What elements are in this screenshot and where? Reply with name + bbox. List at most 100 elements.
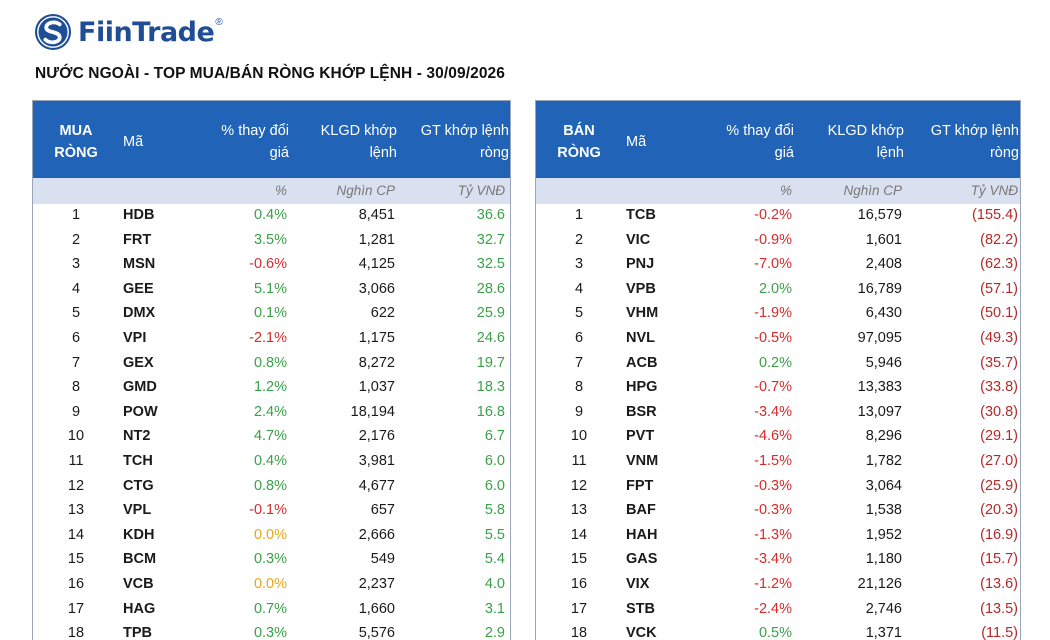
volume-cell: 5,576 <box>358 625 395 640</box>
ticker-cell: HAH <box>626 526 658 543</box>
table-row: 13 VPL -0.1% 657 5.8 <box>33 499 510 524</box>
ticker-cell: BAF <box>626 502 656 519</box>
table-row: 12 CTG 0.8% 4,677 6.0 <box>33 475 510 500</box>
header-ma: Mã <box>626 134 647 150</box>
net-value-cell: 25.9 <box>476 305 505 322</box>
net-value-cell: 6.7 <box>484 428 505 445</box>
net-value-cell: 4.0 <box>484 575 505 592</box>
net-value-cell: (13.5) <box>980 600 1018 617</box>
ticker-cell: VIX <box>626 575 650 592</box>
pct-change-cell: 0.3% <box>253 625 287 640</box>
header-ma: Mã <box>123 134 144 150</box>
net-value-cell: 3.1 <box>484 600 505 617</box>
rank-cell: 15 <box>67 551 85 568</box>
volume-cell: 5,946 <box>865 354 902 371</box>
volume-cell: 1,281 <box>358 231 395 248</box>
ticker-cell: POW <box>123 403 158 420</box>
net-value-cell: 5.8 <box>484 502 505 519</box>
pct-change-cell: 0.7% <box>253 600 287 617</box>
pct-change-cell: 0.8% <box>253 354 287 371</box>
header-pct-change: % thay đổi giá <box>221 123 289 161</box>
brand-name: FiinTrade <box>78 16 215 48</box>
volume-cell: 2,746 <box>865 600 902 617</box>
net-value-cell: 28.6 <box>476 280 505 297</box>
rank-cell: 18 <box>67 625 85 640</box>
pct-change-cell: -0.5% <box>754 329 792 346</box>
rank-cell: 1 <box>71 207 81 223</box>
pct-change-cell: -0.1% <box>249 502 287 519</box>
net-value-cell: 5.5 <box>484 526 505 543</box>
ticker-cell: VPB <box>626 280 656 297</box>
ticker-cell: HAG <box>123 600 156 617</box>
pct-change-cell: -0.7% <box>754 379 792 396</box>
volume-cell: 13,097 <box>857 403 902 420</box>
ticker-cell: TCB <box>626 207 656 223</box>
unit-pct: % <box>779 183 792 198</box>
rank-cell: 13 <box>67 502 85 519</box>
net-value-cell: (82.2) <box>980 231 1018 248</box>
pct-change-cell: 0.8% <box>253 477 287 494</box>
pct-change-cell: 0.2% <box>758 354 792 371</box>
rank-cell: 1 <box>574 207 584 223</box>
header-side: BÁN RÒNG <box>557 123 601 161</box>
net-value-cell: (13.6) <box>980 575 1018 592</box>
net-value-cell: 6.0 <box>484 477 505 494</box>
table-row: 17 HAG 0.7% 1,660 3.1 <box>33 598 510 623</box>
pct-change-cell: -3.4% <box>754 551 792 568</box>
table-row: 15 BCM 0.3% 549 5.4 <box>33 548 510 573</box>
volume-cell: 97,095 <box>857 329 902 346</box>
pct-change-cell: 0.0% <box>253 575 287 592</box>
rank-cell: 17 <box>67 600 85 617</box>
units-row: % Nghìn CP Tỷ VNĐ <box>33 178 510 204</box>
table-row: 7 ACB 0.2% 5,946 (35.7) <box>536 352 1020 377</box>
table-row: 11 TCH 0.4% 3,981 6.0 <box>33 450 510 475</box>
table-row: 10 PVT -4.6% 8,296 (29.1) <box>536 425 1020 450</box>
rank-cell: 9 <box>71 403 81 420</box>
table-row: 18 VCK 0.5% 1,371 (11.5) <box>536 622 1020 640</box>
rank-cell: 16 <box>570 575 588 592</box>
net-value-cell: 18.3 <box>476 379 505 396</box>
volume-cell: 8,296 <box>865 428 902 445</box>
table-row: 9 POW 2.4% 18,194 16.8 <box>33 401 510 426</box>
table-row: 1 HDB 0.4% 8,451 36.6 <box>33 204 510 229</box>
volume-cell: 1,952 <box>865 526 902 543</box>
table-row: 6 VPI -2.1% 1,175 24.6 <box>33 327 510 352</box>
pct-change-cell: -1.9% <box>754 305 792 322</box>
rank-cell: 13 <box>570 502 588 519</box>
rank-cell: 10 <box>67 428 85 445</box>
pct-change-cell: -2.4% <box>754 600 792 617</box>
net-value-cell: 19.7 <box>476 354 505 371</box>
net-value-cell: 5.4 <box>484 551 505 568</box>
net-value-cell: 2.9 <box>484 625 505 640</box>
net-value-cell: (33.8) <box>980 379 1018 396</box>
net-buy-table: MUA RÒNG Mã % thay đổi giá KLGD khớp lện… <box>32 100 511 640</box>
volume-cell: 1,037 <box>358 379 395 396</box>
volume-cell: 6,430 <box>865 305 902 322</box>
volume-cell: 18,194 <box>350 403 395 420</box>
net-value-cell: (57.1) <box>980 280 1018 297</box>
ticker-cell: VNM <box>626 452 659 469</box>
rank-cell: 14 <box>67 526 85 543</box>
rank-cell: 11 <box>571 452 587 469</box>
pct-change-cell: -0.2% <box>754 207 792 223</box>
rank-cell: 4 <box>574 280 584 297</box>
pct-change-cell: -0.3% <box>754 477 792 494</box>
ticker-cell: VCK <box>626 625 657 640</box>
volume-cell: 8,451 <box>358 207 395 223</box>
table-row: 3 PNJ -7.0% 2,408 (62.3) <box>536 253 1020 278</box>
table-row: 15 GAS -3.4% 1,180 (15.7) <box>536 548 1020 573</box>
ticker-cell: MSN <box>123 256 156 273</box>
header-pct-change: % thay đổi giá <box>726 123 794 161</box>
pct-change-cell: 0.0% <box>253 526 287 543</box>
net-value-cell: 32.7 <box>476 231 505 248</box>
net-value-cell: 32.5 <box>476 256 505 273</box>
table-row: 17 STB -2.4% 2,746 (13.5) <box>536 598 1020 623</box>
ticker-cell: VCB <box>123 575 154 592</box>
pct-change-cell: -7.0% <box>754 256 792 273</box>
table-body: 1 HDB 0.4% 8,451 36.6 2 FRT 3.5% 1,281 32.7 3 MSN -0… <box>33 204 510 640</box>
ticker-cell: VHM <box>626 305 659 322</box>
pct-change-cell: 1.2% <box>253 379 287 396</box>
rank-cell: 9 <box>574 403 584 420</box>
pct-change-cell: 0.3% <box>253 551 287 568</box>
ticker-cell: NT2 <box>123 428 151 445</box>
